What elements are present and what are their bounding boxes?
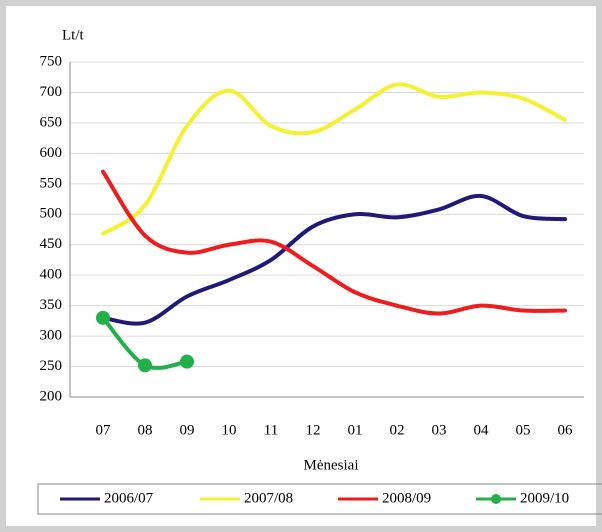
x-axis-label: Mėnesiai	[304, 457, 359, 473]
legend-label: 2009/10	[520, 490, 569, 506]
point	[138, 358, 152, 373]
y-tick-label: 200	[40, 388, 63, 404]
series-line	[101, 169, 567, 316]
legend-label: 2008/09	[382, 490, 431, 506]
y-tick-label: 400	[40, 267, 63, 283]
x-tick-label: 05	[516, 422, 531, 438]
x-tick-label: 09	[180, 422, 195, 438]
series-line	[101, 82, 567, 236]
y-tick-label: 600	[40, 145, 63, 161]
x-tick-label: 12	[306, 422, 321, 438]
y-tick-label: 450	[40, 236, 63, 252]
x-tick-label: 03	[432, 422, 447, 438]
x-tick-label: 08	[138, 422, 153, 438]
y-tick-label: 500	[40, 206, 63, 222]
y-tick-label: 350	[40, 297, 63, 313]
legend-marker	[491, 494, 501, 504]
y-tick-label: 750	[40, 53, 63, 69]
series-line	[101, 193, 567, 326]
x-tick-label: 01	[348, 422, 363, 438]
x-tick-label: 11	[264, 422, 278, 438]
x-tick-label: 02	[390, 422, 405, 438]
y-tick-label: 250	[40, 358, 63, 374]
x-tick-label: 10	[222, 422, 237, 438]
y-tick-label: 700	[40, 84, 63, 100]
y-axis-label: Lt/t	[62, 27, 84, 43]
y-tick-label: 650	[40, 114, 63, 130]
legend-label: 2006/07	[104, 490, 154, 506]
x-tick-label: 06	[558, 422, 574, 438]
point	[180, 354, 194, 369]
x-tick-label: 07	[96, 422, 112, 438]
point	[96, 310, 110, 325]
legend-box	[37, 483, 602, 515]
y-tick-label: 300	[40, 328, 63, 344]
x-tick-label: 04	[474, 422, 490, 438]
legend-label: 2007/08	[244, 490, 293, 506]
y-tick-label: 550	[40, 175, 63, 191]
